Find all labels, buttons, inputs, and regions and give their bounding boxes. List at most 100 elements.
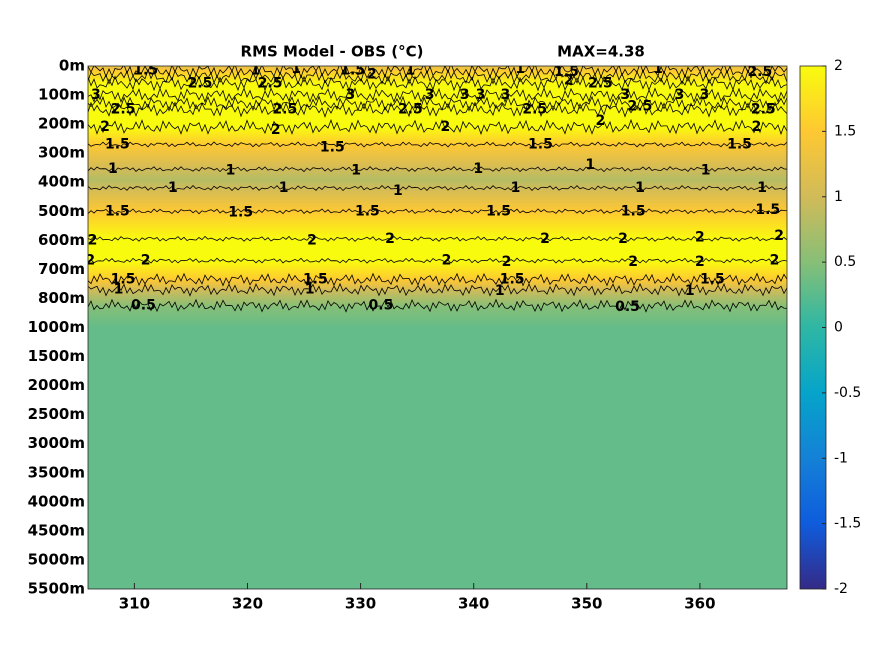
contour-label: 1.5 xyxy=(755,202,780,218)
contour-label: 1.5 xyxy=(700,272,725,288)
contour-label: 1.5 xyxy=(500,272,525,288)
contour-label: 1 xyxy=(305,282,315,298)
y-tick-label: 4000m xyxy=(28,492,85,510)
colorbar xyxy=(799,65,827,590)
contour-label: 2.5 xyxy=(188,75,213,91)
contour-label: 3 xyxy=(460,87,470,103)
field-band xyxy=(88,179,787,189)
colorbar-tick-label: -1 xyxy=(834,450,848,466)
contour-label: 2 xyxy=(564,73,574,89)
contour-line xyxy=(88,95,787,112)
contour-line xyxy=(88,75,787,92)
contour-label: 2 xyxy=(595,113,605,129)
contour-line xyxy=(88,87,787,104)
field-band xyxy=(88,260,787,281)
field-band xyxy=(88,102,787,111)
contour-label: 1 xyxy=(251,62,261,78)
field-band xyxy=(88,279,787,291)
y-tick-label: 500m xyxy=(38,202,85,220)
chart-title: RMS Model - OBS (°C) xyxy=(241,43,424,61)
contour-label: 3 xyxy=(700,87,710,103)
contour-label: 2 xyxy=(442,253,452,269)
contour-line xyxy=(88,166,787,173)
contour-label: 1 xyxy=(515,61,525,77)
contour-label: 3 xyxy=(500,87,510,103)
colorbar-tick-label: 1.5 xyxy=(834,123,856,139)
contour-label: 2 xyxy=(628,254,638,270)
contour-label: 1 xyxy=(653,61,663,77)
field-band xyxy=(88,127,787,146)
field-band xyxy=(88,144,787,170)
contour-line xyxy=(88,118,787,136)
contour-label: 1.5 xyxy=(340,62,365,78)
contour-label: 2 xyxy=(100,119,110,135)
colorbar-tick-label: 1 xyxy=(834,189,843,205)
contour-label: 0.5 xyxy=(131,298,156,314)
colorbar-tick-label: 0.5 xyxy=(834,254,856,270)
contour-label: 1.5 xyxy=(111,272,136,288)
field-band xyxy=(88,289,787,307)
contour-label: 1 xyxy=(226,163,236,179)
y-tick-label: 3000m xyxy=(28,434,85,452)
contour-label: 1.5 xyxy=(303,272,328,288)
contour-label: 2 xyxy=(540,231,550,247)
y-tick-label: 700m xyxy=(38,260,85,278)
contour-label: 2 xyxy=(141,253,151,269)
y-tick-label: 2500m xyxy=(28,405,85,423)
contour-label: 2.5 xyxy=(747,64,772,80)
colorbar-tick-label: -2 xyxy=(834,581,848,597)
contour-label: 2 xyxy=(618,231,628,247)
y-tick-label: 300m xyxy=(38,144,85,162)
field-band xyxy=(88,66,787,71)
field-band xyxy=(88,250,787,262)
y-tick-label: 4500m xyxy=(28,521,85,539)
contour-label: 1 xyxy=(114,282,124,298)
contour-label: 3 xyxy=(346,87,356,103)
contour-label: 2 xyxy=(774,228,784,244)
contour-line xyxy=(88,185,787,192)
y-tick-label: 5000m xyxy=(28,550,85,568)
contour-label: 1.5 xyxy=(528,136,553,152)
contour-label: 2 xyxy=(271,122,281,138)
contour-label: 2.5 xyxy=(111,102,136,118)
y-tick-label: 1000m xyxy=(28,318,85,336)
contour-line xyxy=(88,141,787,148)
contour-label: 1 xyxy=(168,180,178,196)
x-tick-label: 320 xyxy=(232,595,263,613)
contour-label: 3 xyxy=(425,87,435,103)
contour-label: 1 xyxy=(291,61,301,77)
contour-label: 1.5 xyxy=(228,205,253,221)
x-tick-label: 310 xyxy=(119,595,150,613)
field-band xyxy=(88,211,787,240)
contour-label: 1 xyxy=(495,283,505,299)
y-tick-label: 100m xyxy=(38,86,85,104)
contour-label: 1 xyxy=(108,161,118,177)
contour-label: 1 xyxy=(635,180,645,196)
contour-label: 2 xyxy=(367,67,377,83)
contour-label: 2.5 xyxy=(588,75,613,91)
plot-frame xyxy=(87,65,788,590)
contour-label: 2.5 xyxy=(628,99,653,115)
y-tick-label: 800m xyxy=(38,289,85,307)
contour-label: 1 xyxy=(393,183,403,199)
y-tick-label: 400m xyxy=(38,173,85,191)
y-tick-label: 5500m xyxy=(28,580,85,598)
contour-label: 2 xyxy=(85,253,95,269)
contour-label: 1.5 xyxy=(105,203,130,219)
contour-label: 2 xyxy=(695,254,705,270)
x-tick-label: 330 xyxy=(345,595,376,613)
x-tick-label: 340 xyxy=(458,595,489,613)
field-band xyxy=(88,238,787,252)
contour-label: 1.5 xyxy=(355,203,380,219)
contour-label: 2 xyxy=(695,229,705,245)
contour-line xyxy=(88,272,787,287)
contour-label: 1 xyxy=(351,163,361,179)
contour-line xyxy=(88,282,787,297)
contour-label: 0.5 xyxy=(615,299,640,315)
contour-label: 3 xyxy=(675,87,685,103)
y-tick-label: 1500m xyxy=(28,347,85,365)
field: 1.5 1 1 1.5 2 1 1 1.5 1 2.52.5 2.5 2 2.53 3 3 3 3 3 3 3 32.5… xyxy=(85,61,787,589)
contour-label: 2.5 xyxy=(258,75,283,91)
field-band xyxy=(88,83,787,96)
y-tick-label: 2000m xyxy=(28,376,85,394)
